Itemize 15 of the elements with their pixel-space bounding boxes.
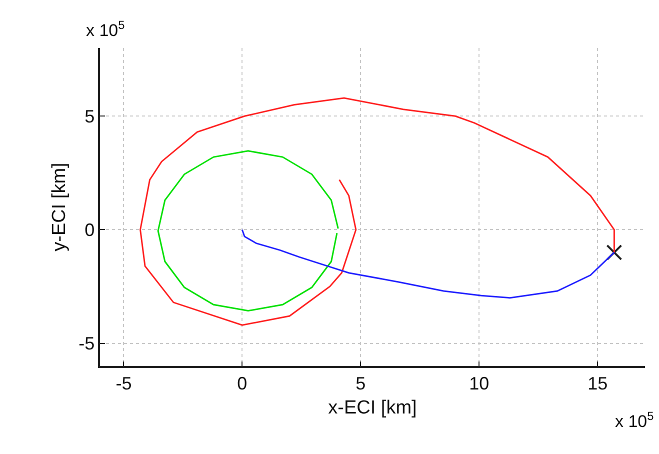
y-tick-label: -5 (78, 334, 95, 354)
text: x 10$^{5}$ (86, 18, 126, 40)
x-tick-label: -5 (116, 373, 132, 394)
x-tick-label: 15 (588, 373, 608, 394)
y-tick-label: 5 (84, 106, 95, 126)
line-series (241, 228, 615, 299)
y-tick-label: 0 (84, 220, 95, 240)
x-tick-label: 5 (356, 373, 366, 394)
y-axis-title: y-ECI [km] (48, 162, 70, 252)
line-series (140, 97, 615, 326)
text: x 10$^{5}$ (615, 409, 654, 432)
x-axis-title: x-ECI [km] (328, 398, 417, 419)
line-series (157, 150, 339, 312)
x-tick-label: 10 (469, 373, 490, 394)
x-tick-label: 0 (237, 373, 248, 394)
